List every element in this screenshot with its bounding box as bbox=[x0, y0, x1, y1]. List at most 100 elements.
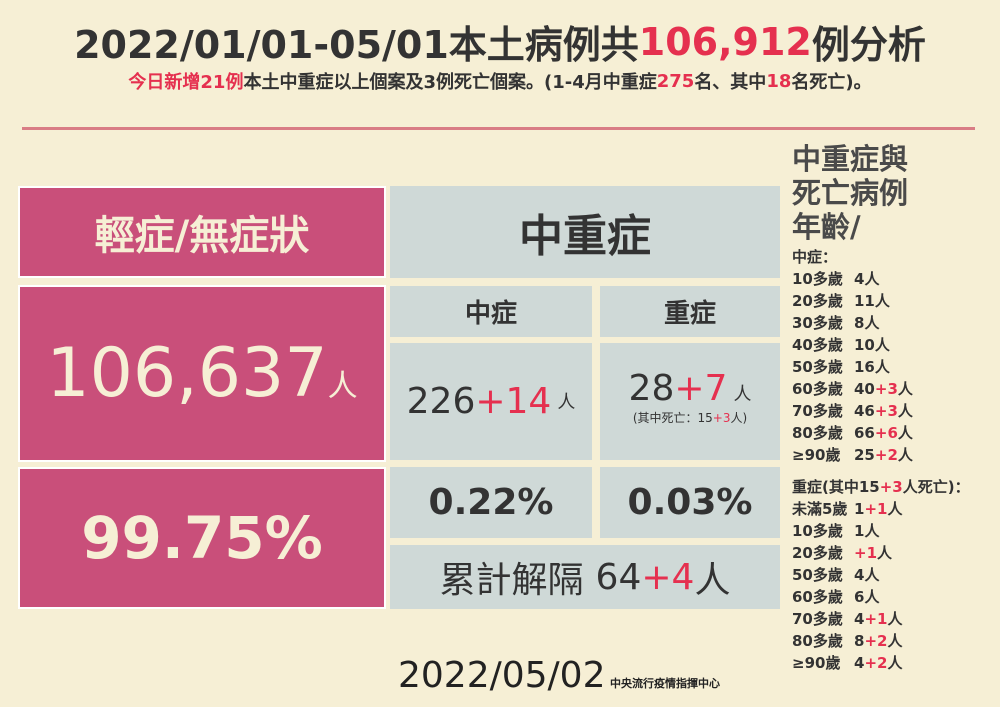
age-row: 50多歲 16人 bbox=[792, 356, 997, 378]
text-part: 名、其中 bbox=[694, 72, 767, 93]
serious-heading: 中重症 bbox=[390, 186, 780, 278]
unit: 人 bbox=[864, 566, 880, 584]
count: 1 bbox=[854, 522, 865, 540]
moderate-cell: 226 +14 人 bbox=[390, 343, 592, 460]
age-row: 40多歲 10人 bbox=[792, 334, 997, 356]
age-row: ≥90歲 4+2人 bbox=[792, 652, 997, 674]
age-row: 未滿5歲 1+1人 bbox=[792, 498, 997, 520]
age: 80多歲 bbox=[792, 632, 843, 650]
add: +2 bbox=[864, 632, 888, 650]
age: ≥90歲 bbox=[792, 654, 841, 672]
title: 2022/01/01-05/01本土病例共 106,912 例分析 bbox=[0, 14, 1000, 69]
age: 10多歲 bbox=[792, 522, 843, 540]
count: 1 bbox=[854, 500, 865, 518]
date: 2022/05/02 bbox=[398, 655, 606, 696]
age-row: ≥90歲 25+2人 bbox=[792, 444, 997, 466]
age: 80多歲 bbox=[792, 424, 843, 442]
age-heading: 年齡/ bbox=[792, 210, 861, 244]
unit: 人 bbox=[887, 500, 903, 518]
age-subtitle: 重症(其中15+3人死亡)： bbox=[792, 476, 997, 498]
add: +3 bbox=[874, 402, 898, 420]
age: 20多歲 bbox=[792, 544, 843, 562]
age-row: 70多歲 46+3人 bbox=[792, 400, 997, 422]
text-part: 例分析 bbox=[811, 23, 926, 67]
unit: 人 bbox=[897, 402, 913, 420]
unit: 人 bbox=[557, 392, 576, 413]
age: 50多歲 bbox=[792, 358, 843, 376]
divider bbox=[22, 127, 975, 130]
add: +1 bbox=[854, 544, 878, 562]
text-part: 18 bbox=[766, 70, 792, 92]
text-part: 人) bbox=[730, 410, 748, 425]
age: 70多歲 bbox=[792, 610, 843, 628]
age-row: 10多歲 4人 bbox=[792, 268, 997, 290]
age: ≥90歲 bbox=[792, 446, 841, 464]
age: 50多歲 bbox=[792, 566, 843, 584]
text-part: 重症(其中15 bbox=[792, 478, 880, 496]
count: 66 bbox=[854, 424, 875, 442]
unit: 人 bbox=[897, 380, 913, 398]
text-part: 今日新增21例 bbox=[128, 72, 244, 93]
count: 4 bbox=[854, 270, 865, 288]
age: 70多歲 bbox=[792, 402, 843, 420]
unit: 人 bbox=[874, 358, 890, 376]
text-part: +3 bbox=[879, 478, 903, 496]
count: 8 bbox=[854, 632, 865, 650]
released-cell: 累計解隔 64 +4 人 bbox=[390, 545, 780, 609]
unit: 人 bbox=[864, 270, 880, 288]
age: 40多歲 bbox=[792, 336, 843, 354]
unit: 人 bbox=[874, 336, 890, 354]
count: 4 bbox=[854, 654, 865, 672]
add: +2 bbox=[874, 446, 898, 464]
count: 10 bbox=[854, 336, 875, 354]
age: 60多歲 bbox=[792, 380, 843, 398]
count: 11 bbox=[854, 292, 875, 310]
count: 226 bbox=[406, 381, 476, 422]
severe-note: (其中死亡：15+3人) bbox=[633, 409, 747, 426]
text-part: 275 bbox=[656, 70, 695, 92]
agency: 中央流行疫情指揮中心 bbox=[610, 677, 720, 690]
age: 未滿5歲 bbox=[792, 500, 848, 518]
severe-label: 重症 bbox=[600, 286, 780, 337]
count: 8 bbox=[854, 314, 865, 332]
moderate-label: 中症 bbox=[390, 286, 592, 337]
age-subtitle: 中症： bbox=[792, 248, 838, 266]
count: 4 bbox=[854, 610, 865, 628]
unit: 人 bbox=[694, 560, 731, 601]
age-row: 50多歲 4人 bbox=[792, 564, 997, 586]
add: +7 bbox=[674, 367, 728, 409]
count: 6 bbox=[854, 588, 865, 606]
severe-cell: 28+7 人 (其中死亡：15+3人) bbox=[600, 343, 780, 460]
age-row: 20多歲 11人 bbox=[792, 290, 997, 312]
age: 10多歲 bbox=[792, 270, 843, 288]
unit: 人 bbox=[877, 544, 893, 562]
age-row: 60多歲 40+3人 bbox=[792, 378, 997, 400]
unit: 人 bbox=[887, 632, 903, 650]
age-panel: 中重症與 死亡病例 年齡/中症： 10多歲 4人 20多歲 11人 30多歲 8人 40多歲 10人… bbox=[792, 142, 997, 674]
mild-heading: 輕症/無症狀 bbox=[18, 186, 386, 278]
count: 25 bbox=[854, 446, 875, 464]
add: +4 bbox=[641, 556, 695, 598]
text-part: 名死亡)。 bbox=[791, 72, 872, 93]
age: 60多歲 bbox=[792, 588, 843, 606]
unit: 人 bbox=[864, 522, 880, 540]
mild-count-cell: 106,637 人 bbox=[18, 285, 386, 462]
age-row: 70多歲 4+1人 bbox=[792, 608, 997, 630]
add: +2 bbox=[864, 654, 888, 672]
unit: 人 bbox=[864, 588, 880, 606]
unit: 人 bbox=[874, 292, 890, 310]
unit: 人 bbox=[864, 314, 880, 332]
add: +14 bbox=[475, 381, 552, 422]
unit: 人 bbox=[897, 424, 913, 442]
text-part: 本土中重症以上個案及3例死亡個案。(1-4月中重症 bbox=[243, 72, 657, 93]
count: 28 bbox=[628, 367, 675, 409]
unit: 人 bbox=[887, 610, 903, 628]
mild-percent: 99.75% bbox=[18, 467, 386, 609]
text-part: 106,912 bbox=[638, 19, 812, 64]
age-heading: 中重症與 bbox=[792, 142, 909, 176]
text-part: 2022/01/01-05/01本土病例共 bbox=[74, 23, 639, 67]
age-row: 80多歲 66+6人 bbox=[792, 422, 997, 444]
count: 4 bbox=[854, 566, 865, 584]
severe-percent: 0.03% bbox=[600, 467, 780, 538]
